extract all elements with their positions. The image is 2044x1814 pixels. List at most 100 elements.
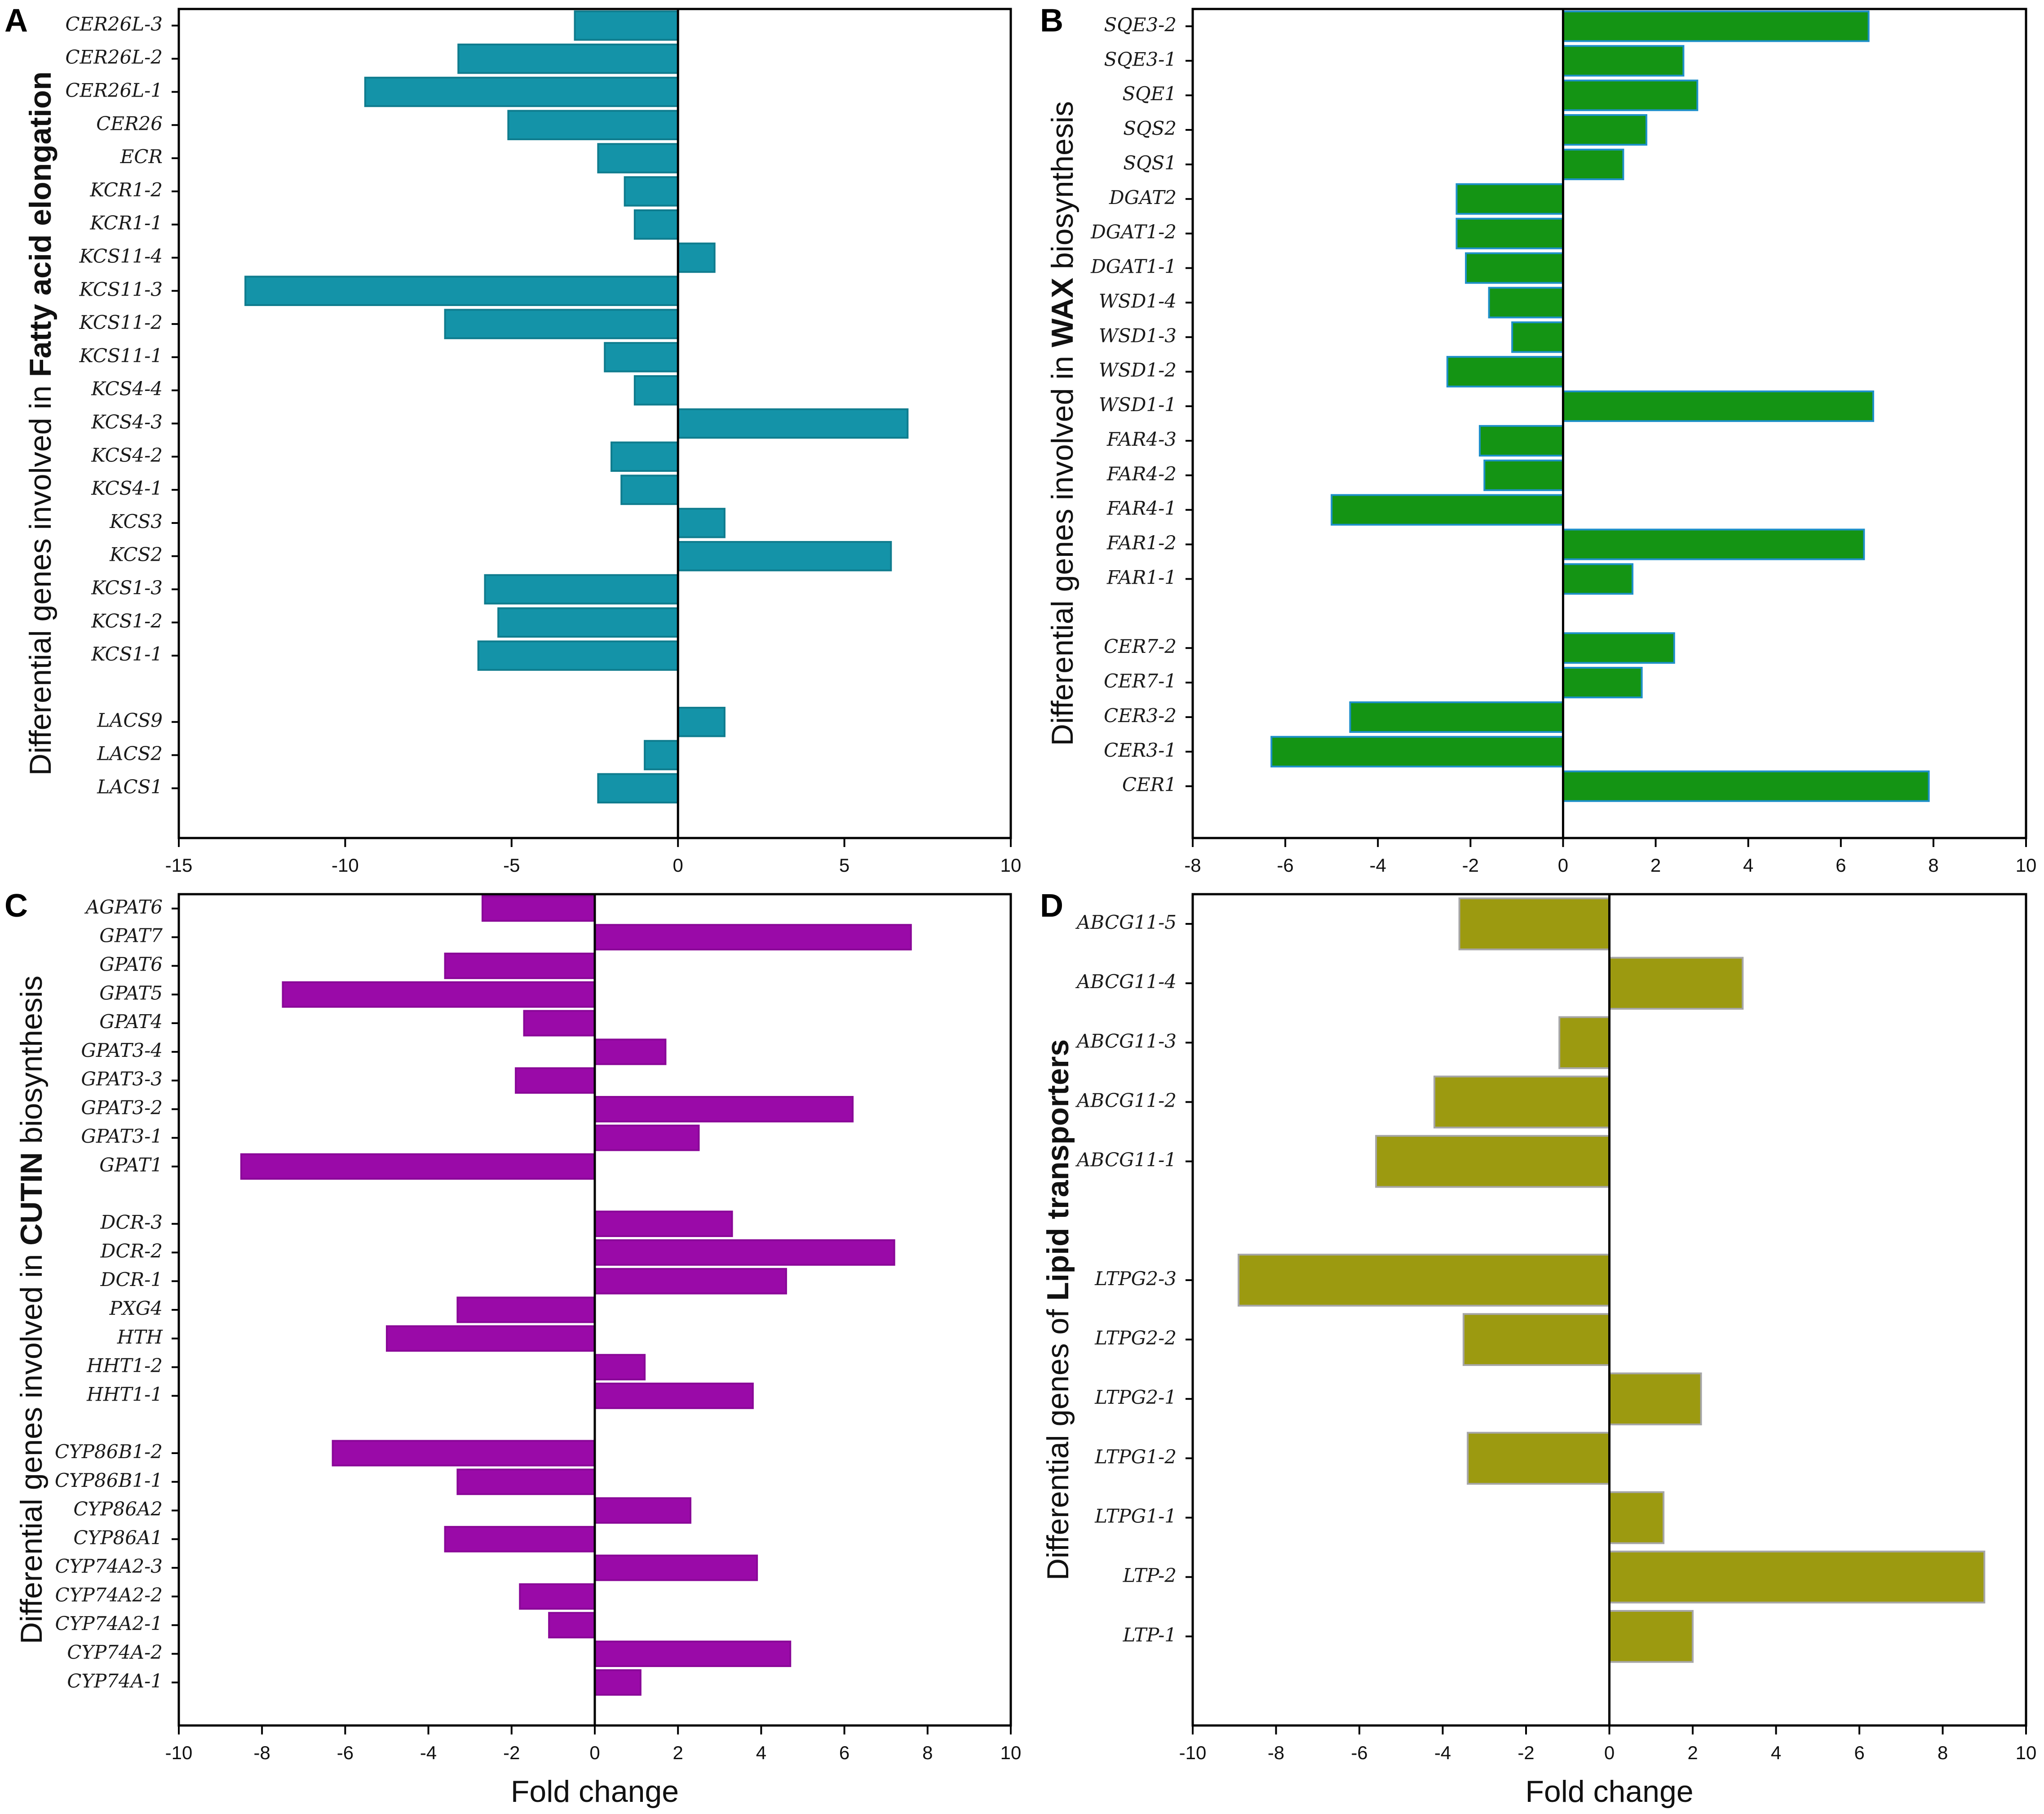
bar-kcs2 xyxy=(677,541,892,572)
gene-label-kcr1-2: KCR1-2 xyxy=(89,179,163,201)
bar-lacs2 xyxy=(644,740,679,771)
x-tick-label: 4 xyxy=(1743,855,1753,876)
gene-label-hht1-2: HHT1-2 xyxy=(86,1355,163,1377)
gene-label-cyp86a2: CYP86A2 xyxy=(73,1498,163,1520)
y-axis-title-bold-part: CUTIN xyxy=(14,1152,49,1246)
gene-label-cer26l-3: CER26L-3 xyxy=(65,13,163,35)
bar-sqs2 xyxy=(1562,114,1647,146)
y-axis-title-part: Differential genes of xyxy=(1041,1301,1075,1580)
bar-kcr1-2 xyxy=(624,176,679,207)
x-axis-title: Fold change xyxy=(1525,1774,1693,1809)
x-tick-label: 6 xyxy=(839,1742,849,1763)
y-axis-title: Differential genes of Lipid transporters xyxy=(1041,1039,1075,1580)
x-tick-label: 4 xyxy=(756,1742,766,1763)
bar-kcs11-3 xyxy=(244,275,679,306)
bar-hht1-2 xyxy=(594,1354,646,1381)
x-tick-label: 5 xyxy=(839,855,849,876)
y-axis-title-bold-part: Fatty acid elongation xyxy=(23,71,58,377)
gene-label-ltpg1-1: LTPG1-1 xyxy=(1094,1505,1177,1527)
gene-label-kcs1-3: KCS1-3 xyxy=(91,577,163,599)
bar-ecr xyxy=(597,143,679,173)
bar-far1-1 xyxy=(1562,563,1634,595)
bar-kcs11-2 xyxy=(444,309,679,339)
gene-label-wsd1-3: WSD1-3 xyxy=(1099,324,1177,346)
bar-abcg11-5 xyxy=(1458,897,1610,950)
gene-label-dcr-3: DCR-3 xyxy=(100,1211,163,1233)
bar-ltp-1 xyxy=(1608,1610,1694,1663)
gene-label-far1-1: FAR1-1 xyxy=(1106,566,1177,588)
gene-label-dcr-2: DCR-2 xyxy=(100,1240,163,1262)
bar-sqe1 xyxy=(1562,80,1699,111)
gene-label-cer3-2: CER3-2 xyxy=(1104,705,1177,727)
x-tick-label: -2 xyxy=(1518,1742,1534,1763)
bar-cyp86a1 xyxy=(444,1526,596,1552)
bar-kcs11-1 xyxy=(604,342,679,373)
x-tick-label: -10 xyxy=(1179,1742,1207,1763)
gene-label-kcs1-2: KCS1-2 xyxy=(91,610,163,632)
bar-cer26l-2 xyxy=(457,43,679,74)
gene-label-kcr1-1: KCR1-1 xyxy=(89,212,163,234)
bar-gpat3-2 xyxy=(594,1096,854,1122)
x-tick-label: 10 xyxy=(2016,1742,2037,1763)
bar-wsd1-4 xyxy=(1488,287,1564,319)
gene-label-sqs1: SQS1 xyxy=(1123,152,1177,174)
bar-abcg11-4 xyxy=(1608,957,1744,1010)
bar-kcs3 xyxy=(677,508,726,538)
x-tick-label: -6 xyxy=(1277,855,1293,876)
panel-c-cutin-biosynthesis: AGPAT6 GPAT7 GPAT6 GPAT5 GPAT4 GPAT3-4 GPAT3-3… xyxy=(4,888,1021,1809)
x-tick-label: -4 xyxy=(1370,855,1386,876)
bar-cer3-1 xyxy=(1270,736,1564,767)
x-tick-label: 8 xyxy=(1928,855,1938,876)
gene-label-ecr: ECR xyxy=(120,146,163,168)
bar-gpat4 xyxy=(523,1010,596,1037)
x-tick-label: 6 xyxy=(1836,855,1846,876)
gene-label-gpat1: GPAT1 xyxy=(99,1154,163,1176)
x-tick-label: -5 xyxy=(503,855,520,876)
gene-label-ltp-2: LTP-2 xyxy=(1123,1565,1177,1587)
bar-cer3-2 xyxy=(1349,701,1564,733)
y-axis-title-part: Differential genes involved in xyxy=(14,1246,49,1644)
y-axis-title-part: biosynthesis xyxy=(1045,101,1080,278)
y-axis-title-bold-part: WAX xyxy=(1045,278,1080,347)
bar-dgat2 xyxy=(1456,183,1564,215)
gene-label-abcg11-1: ABCG11-1 xyxy=(1075,1149,1177,1171)
y-axis-title-part: Differential genes involved in xyxy=(1045,347,1080,746)
gene-label-sqe3-2: SQE3-2 xyxy=(1104,13,1177,35)
gene-label-cer26l-1: CER26L-1 xyxy=(65,80,163,102)
gene-label-ltpg2-3: LTPG2-3 xyxy=(1094,1268,1177,1290)
gene-label-dgat2: DGAT2 xyxy=(1109,186,1177,208)
y-axis-title-part: Differential genes involved in xyxy=(23,377,58,776)
bar-cyp74a-2 xyxy=(594,1641,792,1667)
gene-label-sqs2: SQS2 xyxy=(1123,117,1177,139)
bar-ltpg2-3 xyxy=(1238,1254,1610,1307)
x-tick-label: 6 xyxy=(1854,1742,1864,1763)
gene-label-cyp86b1-1: CYP86B1-1 xyxy=(55,1469,163,1491)
bar-sqe3-1 xyxy=(1562,45,1685,77)
gene-label-ltpg2-2: LTPG2-2 xyxy=(1094,1327,1177,1349)
x-tick-label: -2 xyxy=(503,1742,520,1763)
gene-label-kcs11-2: KCS11-2 xyxy=(79,311,163,333)
gene-label-kcs2: KCS2 xyxy=(109,544,163,566)
gene-label-sqe3-1: SQE3-1 xyxy=(1104,48,1177,70)
bar-cyp74a-1 xyxy=(594,1669,642,1696)
x-tick-label: -8 xyxy=(1268,1742,1284,1763)
bar-cer26 xyxy=(507,110,679,141)
gene-label-kcs4-2: KCS4-2 xyxy=(91,444,163,466)
bar-cer1 xyxy=(1562,770,1930,802)
gene-label-abcg11-5: ABCG11-5 xyxy=(1075,911,1177,933)
gene-label-ltpg1-2: LTPG1-2 xyxy=(1094,1446,1177,1468)
gene-label-far4-3: FAR4-3 xyxy=(1106,428,1177,450)
bar-ltpg2-2 xyxy=(1462,1313,1610,1366)
gene-label-kcs11-1: KCS11-1 xyxy=(79,345,163,367)
bar-abcg11-3 xyxy=(1558,1016,1610,1069)
y-axis-title-bold-part: Lipid transporters xyxy=(1041,1039,1075,1301)
bar-kcs4-1 xyxy=(620,475,679,505)
bar-ltpg2-1 xyxy=(1608,1372,1702,1426)
bar-cyp74a2-1 xyxy=(548,1612,596,1639)
panel-b-wax-biosynthesis: SQE3-2 SQE3-1 SQE1 SQS2 SQS1 DGAT2 DGAT1-2 DGAT… xyxy=(1040,3,2036,876)
gene-label-ltpg2-1: LTPG2-1 xyxy=(1094,1386,1177,1408)
bar-gpat3-4 xyxy=(594,1038,667,1065)
bar-far4-3 xyxy=(1478,425,1564,457)
gene-label-ltp-1: LTP-1 xyxy=(1123,1624,1177,1646)
